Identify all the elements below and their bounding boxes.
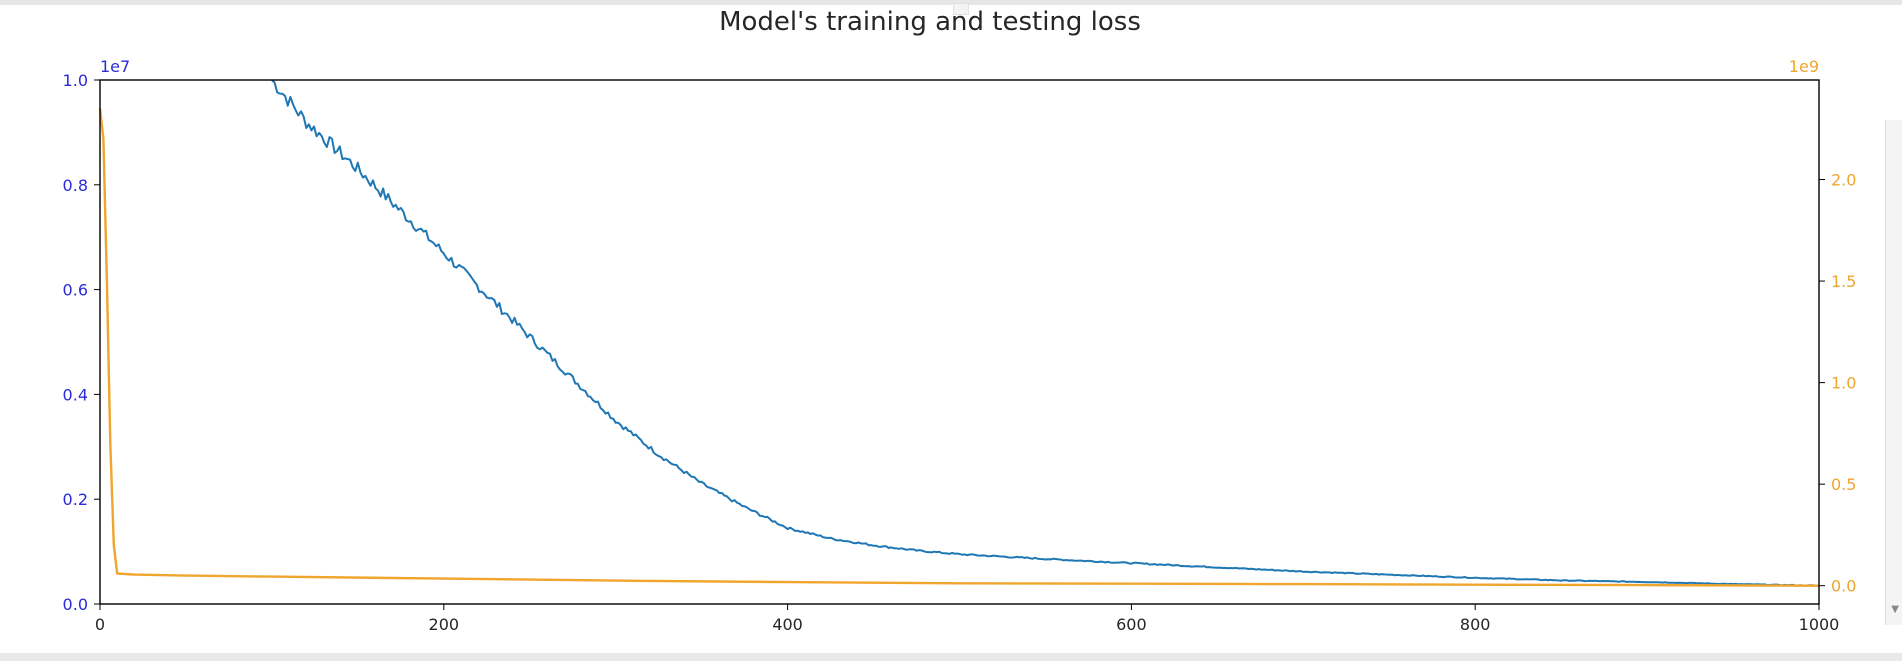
cell-toolbar-handle[interactable] (953, 3, 969, 15)
right-tick-label: 0.5 (1831, 475, 1856, 494)
x-tick-label: 400 (772, 615, 803, 634)
loss-chart: Model's training and testing loss 0.0 0.2… (63, 7, 1857, 634)
series-line-right (98, 108, 1820, 587)
x-axis: 0 200 400 600 800 1000 (95, 604, 1839, 634)
left-axis: 0.0 0.2 0.4 0.6 0.8 1.0 (63, 71, 100, 614)
right-tick-label: 1.5 (1831, 272, 1856, 291)
bottom-border (0, 653, 1902, 661)
right-axis: 0.0 0.5 1.0 1.5 2.0 (1819, 171, 1856, 596)
left-axis-offset-label: 1e7 (100, 57, 130, 76)
series-layer (98, 79, 1820, 587)
right-tick-label: 0.0 (1831, 577, 1856, 596)
output-scrollbar[interactable]: ▼ (1885, 120, 1902, 625)
right-axis-offset-label: 1e9 (1789, 57, 1819, 76)
chart-title: Model's training and testing loss (719, 7, 1141, 37)
x-tick-label: 1000 (1799, 615, 1840, 634)
scroll-down-arrow-icon[interactable]: ▼ (1891, 604, 1899, 615)
x-tick-label: 200 (429, 615, 460, 634)
plot-frame (99, 79, 1820, 605)
series-line-left (271, 79, 1820, 587)
x-tick-label: 0 (95, 615, 105, 634)
top-border (0, 0, 1902, 5)
left-tick-label: 0.0 (63, 595, 88, 614)
x-tick-label: 600 (1116, 615, 1147, 634)
right-tick-label: 2.0 (1831, 171, 1856, 190)
left-tick-label: 0.6 (63, 281, 88, 300)
left-tick-label: 0.4 (63, 385, 88, 404)
x-tick-label: 800 (1460, 615, 1491, 634)
left-tick-label: 1.0 (63, 71, 88, 90)
right-tick-label: 1.0 (1831, 374, 1856, 393)
left-tick-label: 0.8 (63, 176, 88, 195)
left-tick-label: 0.2 (63, 490, 88, 509)
